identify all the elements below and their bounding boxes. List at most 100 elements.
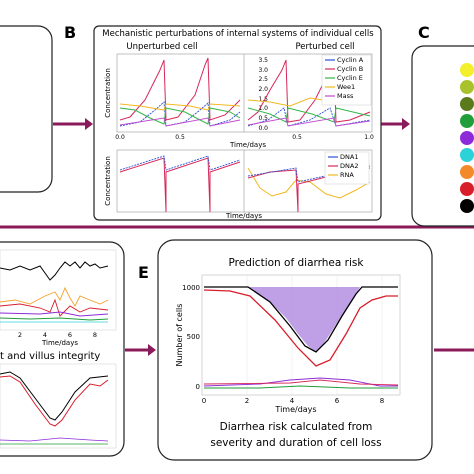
panel-d-xlabel: Time/days	[41, 339, 78, 347]
panel-b-top-ylabel: Concentration	[104, 68, 112, 118]
e-purple-curve	[203, 377, 398, 387]
panel-b-top-xlabel: Time/days	[229, 141, 266, 149]
arrow-head-a-to-b	[85, 118, 93, 130]
cyclin-e-curve-right	[247, 107, 371, 123]
e-ytick-500: 500	[187, 333, 200, 341]
color-dot-9	[460, 199, 474, 213]
panel-e-title: Prediction of diarrhea risk	[229, 257, 365, 269]
color-dot-3	[460, 97, 474, 111]
panel-b-bottom-ylabel: Concentration	[104, 156, 112, 206]
panel-b-subtitle-right: Perturbed cell	[295, 42, 354, 52]
panel-d-top-plot: 2 4 6 8 Time/days	[0, 249, 117, 347]
e-red-curve	[203, 289, 398, 367]
mass-curve-right	[247, 117, 371, 127]
panel-c-letter: C	[418, 23, 430, 42]
panel-d-bottom-axes	[0, 363, 117, 449]
panel-b-top-xticks: 0.0 0.5 0.5 1.0	[115, 134, 374, 141]
ytick-2-0: 2.0	[258, 86, 268, 93]
color-dot-4	[460, 114, 474, 128]
panel-b-letter: B	[64, 23, 76, 42]
panel-b-bottom-axes	[116, 149, 373, 213]
panel-b-top-plot: Concentration 3.5 3.0 2.5 2.0 1.5 1.0 0.…	[104, 53, 374, 149]
panel-d-box	[0, 241, 125, 457]
ytick-2-5: 2.5	[258, 76, 268, 83]
d-bottom-purple-curve	[0, 437, 109, 442]
connector-arrows	[0, 118, 474, 356]
panel-e-box	[157, 239, 433, 461]
e-ytick-1000: 1000	[182, 284, 200, 292]
d-xtick-2: 2	[18, 331, 22, 339]
d-purple-trace	[0, 311, 109, 317]
ytick-0-0: 0.0	[258, 125, 268, 132]
d-red-trace	[0, 298, 109, 317]
panel-e-plot: 1000 500 0 Number of cells 0 2 4 6 8 Tim…	[175, 274, 401, 414]
panel-d-caption: t and villus integrity	[0, 351, 100, 362]
d-xtick-6: 6	[68, 331, 72, 339]
e-black-curve	[204, 286, 398, 353]
panel-b-top-legend: Cyclin A Cyclin B Cyclin E Wee1 Mass	[321, 54, 372, 106]
ytick-3-5: 3.5	[258, 57, 268, 64]
xtick-left-0: 0.0	[115, 134, 125, 141]
color-dot-6	[460, 148, 474, 162]
ytick-0-5: 0.5	[258, 115, 268, 122]
arrow-head-b-to-c	[402, 118, 410, 130]
panel-b-title: Mechanistic perturbations of internal sy…	[102, 29, 374, 39]
panel-b-bottom-xlabel: Time/days	[225, 212, 262, 220]
panel-e-xticks: 0 2 4 6 8	[202, 397, 384, 405]
color-dot-7	[460, 165, 474, 179]
xtick-right-1: 1.0	[364, 134, 374, 141]
legend-top-box	[321, 54, 372, 106]
e-xtick-6: 6	[335, 397, 340, 405]
panel-e-axes	[201, 274, 401, 396]
legend-label-rna: RNA	[340, 171, 354, 179]
risk-area-fill	[248, 287, 360, 352]
panel-d-xticks: 2 4 6 8	[18, 331, 97, 339]
color-dot-1	[460, 63, 474, 77]
dna2-curve-left	[119, 157, 241, 213]
panel-b-bottom-legend: DNA1 DNA2 RNA	[324, 151, 370, 185]
d-black-trace	[0, 261, 109, 281]
color-dot-8	[460, 182, 474, 196]
legend-label-cyclin-e: Cyclin E	[337, 74, 363, 82]
legend-label-cyclin-b: Cyclin B	[337, 65, 363, 73]
panel-c-dots	[460, 63, 474, 213]
e-xtick-2: 2	[245, 397, 249, 405]
panel-a-box	[0, 25, 53, 193]
panel-b-top-axes	[116, 53, 373, 133]
panel-e-xlabel: Time/days	[274, 405, 316, 414]
mass-curve-left	[119, 117, 241, 127]
dna1-curve-left	[119, 155, 241, 171]
panel-e-caption-line1: Diarrhea risk calculated from	[220, 421, 373, 433]
d-xtick-4: 4	[43, 331, 47, 339]
panel-e-letter: E	[138, 263, 149, 282]
legend-label-dna1: DNA1	[340, 153, 358, 161]
ytick-3-0: 3.0	[258, 67, 268, 74]
cyclin-a-curve-left	[119, 101, 241, 127]
cyclin-e-curve-left	[119, 107, 241, 125]
arrow-head-d-to-e	[148, 344, 156, 356]
panel-d-bottom-plot	[0, 363, 117, 449]
panel-e-yticks: 1000 500 0	[182, 284, 200, 391]
e-xtick-4: 4	[290, 397, 295, 405]
panel-e-ylabel: Number of cells	[175, 304, 184, 367]
legend-label-wee1: Wee1	[337, 83, 355, 91]
e-xtick-0: 0	[202, 397, 206, 405]
d-xtick-8: 8	[93, 331, 97, 339]
e-magenta-curve	[203, 379, 399, 386]
e-green-curve	[204, 385, 398, 389]
ytick-1-0: 1.0	[258, 105, 268, 112]
panel-b-box	[93, 25, 382, 221]
panel-b-subtitle-left: Unperturbed cell	[126, 42, 197, 52]
legend-label-mass: Mass	[337, 92, 354, 100]
panel-e-caption-line2: severity and duration of cell loss	[210, 437, 381, 449]
legend-label-cyclin-a: Cyclin A	[337, 56, 364, 64]
legend-label-dna2: DNA2	[340, 162, 358, 170]
d-bottom-black-curve	[0, 371, 109, 421]
d-bottom-red-curve	[0, 375, 109, 427]
xtick-left-05: 0.5	[175, 134, 185, 141]
panel-b-bottom-plot: Concentration Time/days DNA1 DNA2 RNA	[104, 149, 373, 220]
panel-d-top-axes	[0, 249, 117, 331]
d-green-trace	[0, 317, 109, 321]
ytick-1-5: 1.5	[258, 96, 268, 103]
